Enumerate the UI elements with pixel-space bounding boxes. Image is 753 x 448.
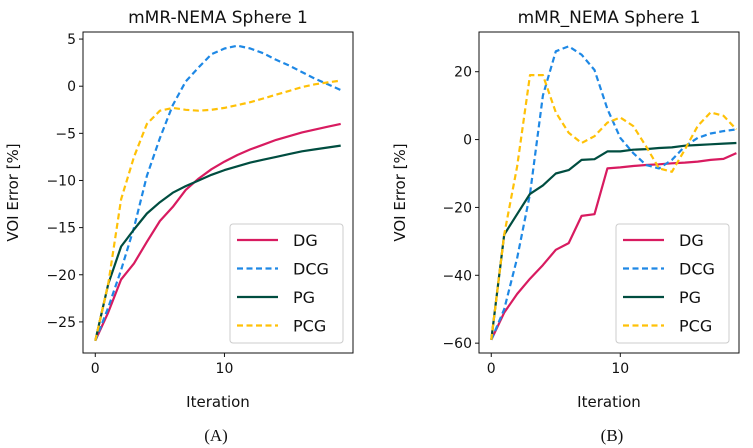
x-tick-label: 10 (611, 361, 629, 377)
legend-label: PG (679, 288, 701, 307)
series-line-pcg (490, 73, 738, 340)
chart-panel-a: mMR-NEMA Sphere 1 0 10 5 0 −5 −10 −15 −20 −25 Iter… (4, 8, 354, 445)
legend-label: DG (679, 231, 704, 250)
legend-frame (229, 223, 344, 344)
series-line-pg (94, 144, 341, 341)
series-line-dg (94, 122, 341, 342)
series-line-pg (490, 141, 737, 340)
legend-frame (615, 223, 730, 344)
panel-caption: (A) (204, 426, 228, 445)
series-line-dcg (490, 45, 737, 341)
series-line-pcg (94, 79, 341, 341)
legend-label: DCG (293, 260, 329, 279)
legend: DG DCG PG PCG (229, 223, 344, 344)
y-tick-label: −25 (46, 315, 76, 331)
x-axis-label: Iteration (577, 393, 641, 411)
axes-frame (478, 31, 740, 354)
y-tick-label: 5 (67, 32, 76, 48)
y-tick-label: −15 (46, 221, 76, 237)
chart-panel-b: mMR_NEMA Sphere 1 0 10 20 0 −20 −40 −60 Iteratio… (391, 8, 740, 445)
series-line-dcg (94, 44, 342, 342)
y-tick-label: −60 (442, 336, 472, 352)
x-tick-label: 0 (91, 361, 100, 377)
x-tick-label: 0 (487, 361, 496, 377)
y-tick-label: 20 (454, 65, 472, 81)
y-tick-label: −40 (442, 268, 472, 284)
chart-title: mMR-NEMA Sphere 1 (128, 8, 308, 28)
chart-title: mMR_NEMA Sphere 1 (518, 8, 701, 28)
y-tick-label: 0 (463, 133, 472, 149)
y-axis-label: VOI Error [%] (4, 143, 22, 241)
legend: DG DCG PG PCG (615, 223, 730, 344)
axes-frame (82, 31, 354, 354)
x-axis-label: Iteration (186, 393, 250, 411)
y-tick-label: −5 (55, 126, 76, 142)
panel-caption: (B) (601, 426, 624, 445)
y-tick-label: −10 (46, 173, 76, 189)
legend-label: PG (293, 288, 315, 307)
legend-label: DCG (679, 260, 715, 279)
legend-label: PCG (679, 317, 712, 336)
y-tick-label: −20 (442, 200, 472, 216)
legend-label: PCG (293, 317, 326, 336)
series-line-dg (490, 152, 737, 341)
x-tick-label: 10 (216, 361, 234, 377)
y-tick-label: 0 (67, 79, 76, 95)
y-axis-label: VOI Error [%] (391, 143, 409, 241)
legend-label: DG (293, 231, 318, 250)
y-tick-label: −20 (46, 268, 76, 284)
